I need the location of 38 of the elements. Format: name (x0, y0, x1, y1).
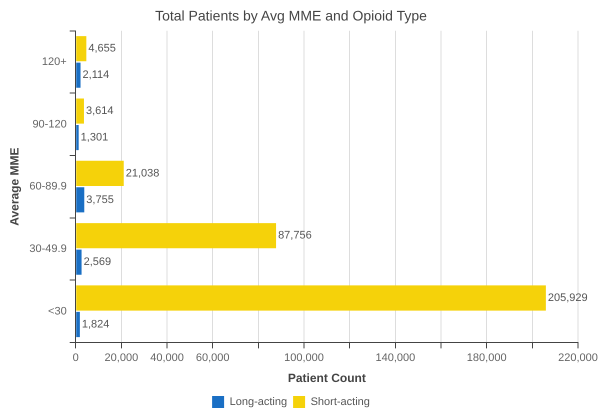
x-tick-label: 180,000 (466, 352, 507, 364)
x-tick-label: 20,000 (104, 352, 138, 364)
y-tick-label: <30 (48, 305, 67, 318)
data-label: 3,755 (86, 194, 114, 206)
y-tick-label: 30-49.9 (29, 242, 67, 255)
legend-label: Short-acting (310, 396, 370, 408)
data-label: 2,569 (84, 256, 112, 268)
y-axis-title: Average MME (8, 147, 22, 226)
x-tick-label: 140,000 (375, 352, 416, 364)
bar (76, 36, 86, 62)
data-label: 4,655 (88, 42, 116, 55)
x-axis-title: Patient Count (288, 371, 366, 386)
data-label: 87,756 (278, 230, 312, 242)
data-label: 3,614 (86, 105, 114, 118)
data-label: 205,929 (548, 292, 588, 304)
y-tick-label: 60-89.9 (29, 180, 67, 193)
y-tick-label: 120+ (42, 56, 67, 68)
y-tick-label: 90-120 (32, 118, 67, 130)
x-tick-label: 220,000 (558, 352, 598, 364)
data-label: 2,114 (82, 69, 110, 82)
bar (76, 223, 276, 248)
bar (76, 187, 84, 212)
x-tick-label: 0 (72, 352, 79, 364)
data-label: 1,301 (80, 132, 108, 144)
x-tick-label: 60,000 (196, 352, 230, 364)
bar (76, 62, 81, 88)
bar (76, 98, 84, 124)
x-tick-label: 100,000 (284, 352, 324, 364)
chart-title: Total Patients by Avg MME and Opioid Type (155, 7, 428, 24)
data-label: 21,038 (126, 167, 160, 180)
x-tick-label: 40,000 (150, 352, 184, 364)
bar (76, 124, 79, 150)
bar (76, 285, 546, 311)
bar (76, 250, 82, 275)
bar (76, 160, 124, 186)
data-label: 1,824 (82, 318, 110, 331)
legend-label: Long-acting (230, 396, 288, 408)
bar (76, 312, 80, 338)
